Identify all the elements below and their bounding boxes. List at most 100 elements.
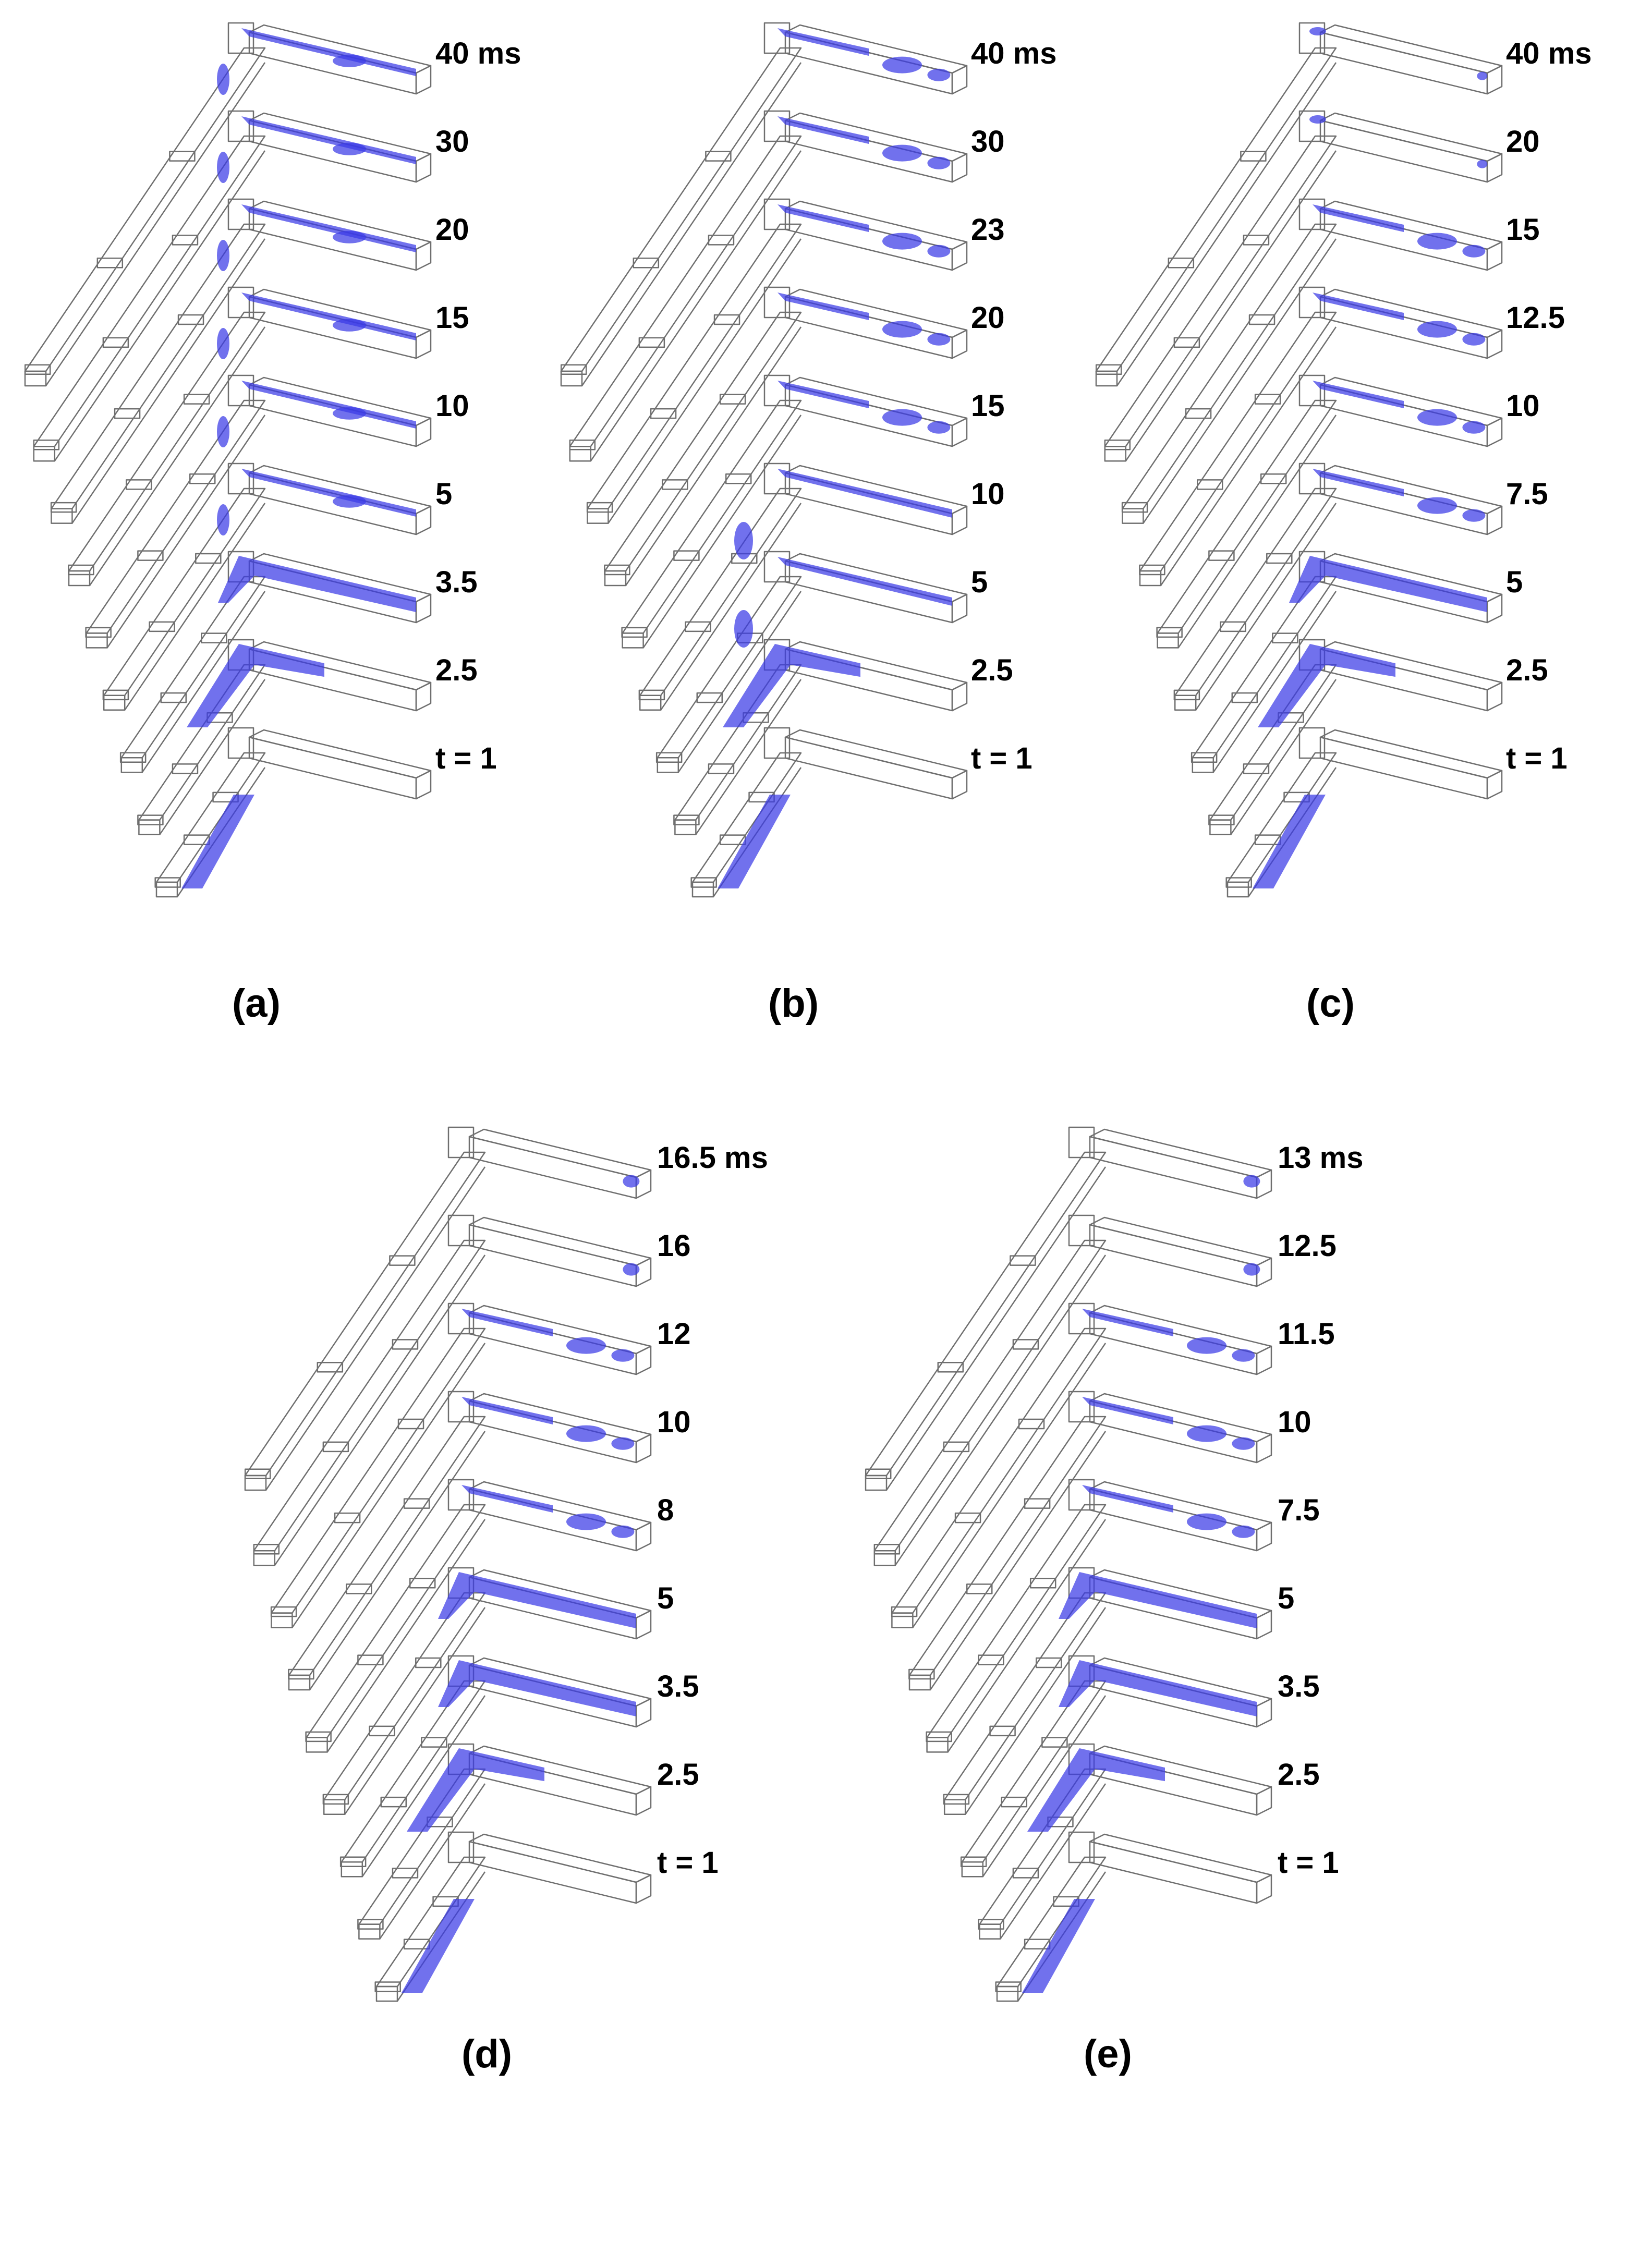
panel-b-frame-4-liquid (882, 409, 922, 426)
panel-d-frame-6-liquid (438, 1660, 636, 1716)
panel-c-time-label: 2.5 (1506, 653, 1548, 687)
panel-d-frame-3-channel (288, 1391, 652, 1691)
panel-c-frame-7-liquid (1258, 644, 1395, 727)
liquid-fill-regions (181, 27, 1488, 1993)
panel-c-time-label: 40 ms (1506, 36, 1592, 70)
panel-e-frame-4-liquid (1187, 1513, 1226, 1530)
panel-d-frame-3-liquid (611, 1437, 635, 1450)
panel-e-time-label: 12.5 (1278, 1229, 1337, 1263)
panel-e-frame-1-liquid (1243, 1263, 1260, 1276)
panel-c-frame-3-liquid (1417, 321, 1457, 338)
panel-e-frame-3-liquid (1082, 1397, 1173, 1424)
panel-d-frame-4-liquid (611, 1525, 635, 1538)
panel-e-time-label: 3.5 (1278, 1670, 1320, 1703)
panel-e-frame-1-channel (873, 1214, 1272, 1566)
panel-b-frame-8-liquid (718, 795, 791, 888)
panel-e-label: (e) (1084, 2032, 1132, 2076)
panel-d-time-label: t = 1 (657, 1846, 719, 1880)
panel-a-frame-0-liquid (217, 64, 229, 95)
panel-c-frame-6-liquid (1289, 556, 1487, 612)
panel-d-frame-4-liquid (566, 1513, 606, 1530)
panel-d-time-label: 2.5 (657, 1758, 699, 1792)
panel-a-frame-3-liquid (217, 328, 229, 359)
panel-b-frame-5-liquid (778, 469, 952, 518)
panel-b-frame-3-liquid (927, 333, 951, 346)
panel-a-frame-2-liquid (217, 240, 229, 271)
panel-e-time-label: t = 1 (1278, 1846, 1339, 1880)
panel-d-frame-2-liquid (611, 1349, 635, 1362)
panel-d-frame-0-liquid (623, 1175, 640, 1188)
panel-c-time-label: t = 1 (1506, 741, 1568, 775)
panel-a-frame-1-liquid (241, 116, 416, 164)
panel-d-label: (d) (461, 2032, 512, 2076)
panel-d-frame-2-liquid (566, 1337, 606, 1354)
panel-b-frame-6-liquid (734, 610, 753, 648)
panel-a-time-label: 5 (435, 477, 452, 511)
panel-b-label: (b) (768, 981, 819, 1026)
panel-b-frame-1-liquid (778, 116, 869, 144)
panel-a-frame-0-liquid (241, 28, 416, 76)
panel-e-frame-5-liquid (1059, 1572, 1257, 1628)
panel-a-frame-1-liquid (333, 142, 366, 155)
panel-e-frame-3-liquid (1187, 1425, 1226, 1442)
panel-a-time-label: 40 ms (435, 36, 521, 70)
panel-b-time-label: 2.5 (971, 653, 1013, 687)
panel-c-frame-4-liquid (1417, 409, 1457, 426)
panel-e-frame-4-liquid (1082, 1485, 1173, 1513)
panel-a-frame-5-liquid (217, 504, 229, 535)
panel-b-time-label: 23 (971, 213, 1005, 247)
panel-c-frame-2-liquid (1417, 233, 1457, 250)
panel-a-frame-3-liquid (241, 293, 416, 340)
panel-b-time-label: 15 (971, 389, 1005, 423)
panel-c-frame-5-liquid (1417, 497, 1457, 514)
panel-c-frame-5-liquid (1313, 469, 1404, 496)
panel-d-time-label: 3.5 (657, 1670, 699, 1703)
panel-e-time-label: 5 (1278, 1581, 1294, 1615)
panel-a-frame-0-liquid (333, 54, 366, 67)
panel-c-time-label: 10 (1506, 389, 1540, 423)
panel-b-frame-2-liquid (927, 245, 951, 258)
panel-a-frame-4-liquid (241, 381, 416, 429)
panel-b-frame-0-liquid (778, 28, 869, 56)
panel-c-frame-3-channel (1139, 286, 1503, 587)
panel-d-frame-5-liquid (438, 1572, 636, 1628)
panel-e-time-label: 10 (1278, 1405, 1311, 1439)
panel-a-frame-3-channel (68, 286, 432, 587)
panel-c-label: (c) (1306, 981, 1355, 1026)
panel-d-time-label: 12 (657, 1317, 691, 1351)
panel-d-frame-1-liquid (623, 1263, 640, 1276)
panel-b-time-label: 5 (971, 565, 988, 599)
panel-a-frame-4-liquid (217, 416, 229, 447)
panel-a-label: (a) (232, 981, 281, 1026)
panel-c-frame-1-liquid (1309, 115, 1326, 124)
panel-b-time-label: 20 (971, 301, 1005, 335)
panel-a-frame-4-liquid (333, 407, 366, 420)
panel-b-frame-3-liquid (778, 293, 869, 320)
panel-b-frame-4-liquid (927, 421, 951, 434)
panel-e-time-label: 7.5 (1278, 1493, 1320, 1527)
panel-b-time-label: 30 (971, 125, 1005, 159)
panel-b-frame-2-liquid (882, 233, 922, 250)
panel-a-frame-5-liquid (241, 469, 416, 517)
panel-d-frame-3-liquid (461, 1397, 553, 1424)
panel-a-frame-6-liquid (218, 556, 416, 612)
panel-d-time-label: 16 (657, 1229, 691, 1263)
panel-e-frame-6-liquid (1059, 1660, 1257, 1716)
panel-b-time-label: 10 (971, 477, 1005, 511)
panel-c-frame-8-liquid (1253, 795, 1326, 888)
panel-a-time-label: 30 (435, 125, 469, 159)
panel-c-time-label: 5 (1506, 565, 1523, 599)
panel-b-frame-2-liquid (778, 204, 869, 232)
panel-a-time-label: 3.5 (435, 565, 478, 599)
panel-b-frame-6-liquid (778, 557, 952, 606)
panel-b-time-label: 40 ms (971, 36, 1056, 70)
panel-c-frame-3-liquid (1462, 333, 1486, 346)
panel-d-frame-2-liquid (461, 1309, 553, 1336)
panel-b-frame-1-liquid (882, 144, 922, 162)
panel-a-frame-7-liquid (187, 644, 324, 727)
panel-c-frame-2-liquid (1462, 245, 1486, 258)
panel-b-time-label: t = 1 (971, 741, 1032, 775)
panel-e-frame-4-liquid (1232, 1525, 1255, 1538)
